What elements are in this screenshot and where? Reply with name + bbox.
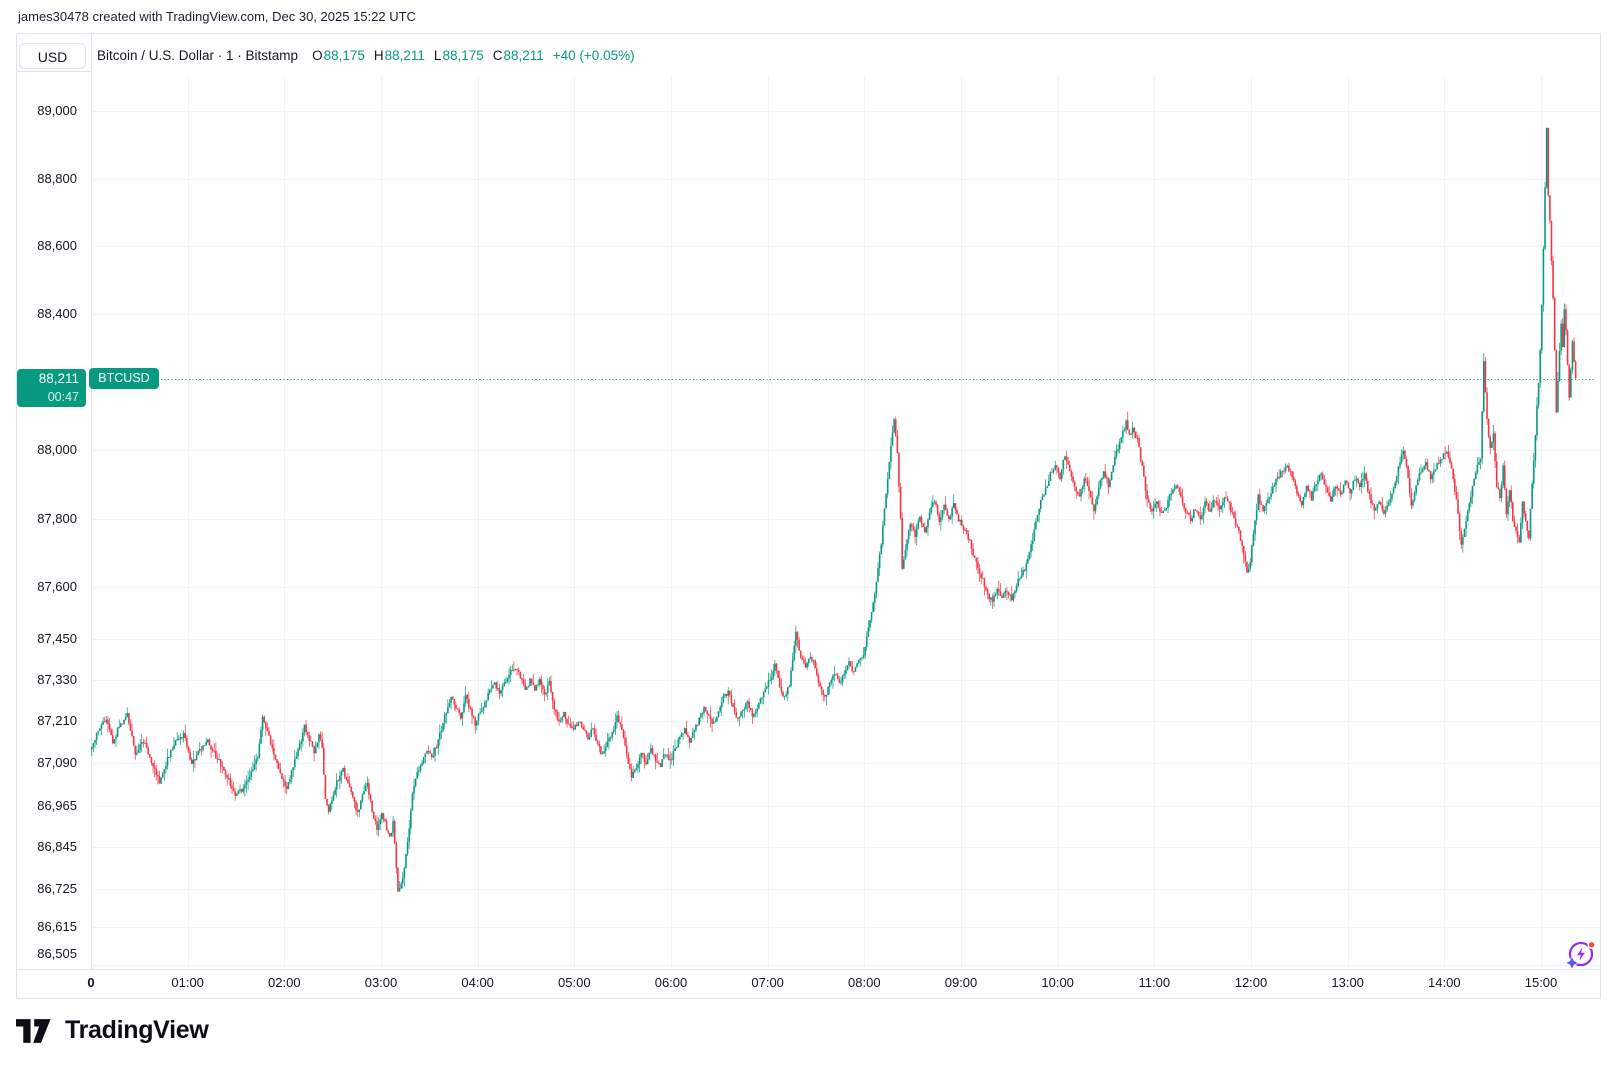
x-axis-label: 03:00 [364,975,398,990]
y-axis-label: 86,845 [37,839,77,855]
x-axis-label: 02:00 [268,975,301,990]
y-axis-label: 87,330 [37,672,77,688]
low-value: 88,175 [442,48,484,63]
close-label: C [492,48,503,63]
tradingview-logo[interactable]: TradingView [16,1016,209,1045]
x-axis-label: 11:00 [1138,975,1171,990]
symbol-tag: BTCUSD [89,368,159,389]
y-axis-label: 87,800 [37,510,77,526]
lightning-boost-icon[interactable] [1564,936,1598,970]
last-price-value: 88,211 [38,371,79,386]
y-axis-label: 88,600 [37,238,77,254]
bar-countdown: 00:47 [47,390,79,404]
x-axis-label: 01:00 [171,975,204,990]
x-axis-label: 15:00 [1524,975,1558,990]
y-axis-label: 86,725 [37,881,77,896]
x-axis-label: 07:00 [751,975,784,990]
y-axis-label: 88,400 [37,306,77,322]
y-axis-label: 86,965 [37,797,77,813]
open-label: O [312,48,323,63]
x-axis-label: 05:00 [558,975,591,990]
x-axis-label: 10:00 [1041,975,1074,990]
x-axis-label: 13:00 [1331,975,1364,990]
tradingview-logo-text: TradingView [65,1016,209,1044]
lightning-bolt-icon [1575,945,1587,963]
y-axis-label: 87,090 [37,754,77,770]
symbol-header: Bitcoin / U.S. Dollar · 1 · Bitstamp O88,… [97,43,635,69]
y-axis-label: 87,600 [37,579,77,595]
currency-button[interactable]: USD [19,43,86,69]
y-axis-label: 88,000 [37,442,77,458]
tradingview-mark-icon [16,1018,51,1043]
x-axis-label: 14:00 [1428,975,1461,990]
x-axis-label: 08:00 [848,975,881,990]
chart-widget: USD Bitcoin / U.S. Dollar · 1 · Bitstamp… [16,33,1601,999]
x-axis-label: 0 [87,975,95,990]
y-axis-label: 86,505 [37,946,77,961]
high-value: 88,211 [384,48,425,63]
low-label: L [433,48,442,63]
open-value: 88,175 [323,48,365,63]
price-chart-canvas[interactable] [17,34,1600,998]
change-value: +40 (+0.05%) [552,48,635,63]
x-axis-label: 09:00 [944,975,978,990]
y-axis-label: 88,800 [37,170,77,186]
x-axis-label: 06:00 [654,975,688,990]
y-axis-label: 86,615 [37,919,77,935]
close-value: 88,211 [503,48,544,63]
y-axis-label: 87,210 [37,713,77,729]
x-axis-label: 12:00 [1234,975,1268,990]
notification-dot [1587,940,1596,949]
symbol-title: Bitcoin / U.S. Dollar · 1 · Bitstamp [97,48,299,63]
x-axis-label: 04:00 [461,975,494,990]
y-axis-label: 89,000 [37,103,77,118]
y-axis-label: 87,450 [37,630,77,646]
sparkle-star-icon [1564,955,1580,970]
attribution-text: james30478 created with TradingView.com,… [18,9,416,24]
last-price-tag: 88,211 00:47 [17,369,86,407]
high-label: H [373,48,384,63]
